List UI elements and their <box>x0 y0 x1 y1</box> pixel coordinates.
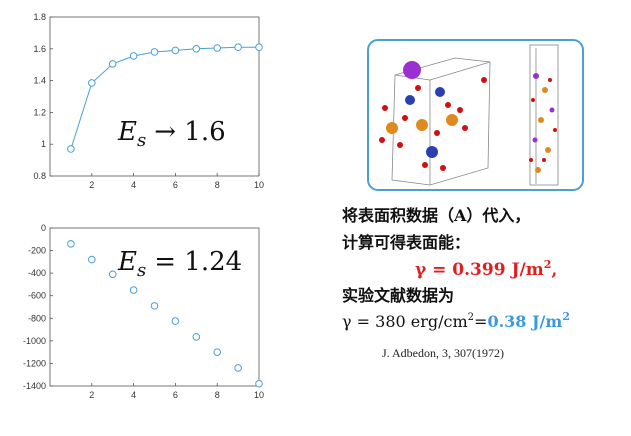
data-point <box>150 48 159 56</box>
x-tick-label: 8 <box>215 390 220 400</box>
y-tick-label: 0 <box>41 223 46 233</box>
data-point <box>213 348 221 356</box>
y-tick-label: -1400 <box>23 381 46 391</box>
literature: γ = 380 erg/cm2=0.38 J/m2 <box>342 310 570 331</box>
data-point <box>88 79 96 87</box>
data-point <box>67 145 75 153</box>
y-tick-label: 1.6 <box>33 44 46 54</box>
y-tick-label: 0.8 <box>33 171 46 181</box>
x-tick-label: 6 <box>173 390 178 400</box>
y-tick-label: -600 <box>28 291 46 301</box>
citation: J. Adbedon, 3, 307(1972) <box>382 346 504 360</box>
data-point <box>255 379 263 388</box>
annotation-text: = 1.24 <box>154 247 242 277</box>
data-point <box>108 60 117 68</box>
y-tick-label: 1 <box>41 139 46 149</box>
data-point <box>88 255 96 264</box>
x-tick-label: 8 <box>215 180 220 190</box>
x-tick-label: 10 <box>254 180 264 190</box>
data-point <box>192 333 201 341</box>
annotation-text: → 1.6 <box>154 117 225 147</box>
x-tick-label: 2 <box>89 390 94 400</box>
result-text: γ = 0.399 J/m <box>415 260 544 280</box>
y-tick-label: 1.8 <box>33 12 46 22</box>
data-point <box>129 286 138 294</box>
x-tick-label: 6 <box>173 180 178 190</box>
result-text: , <box>551 260 557 280</box>
y-tick-label: 1.4 <box>33 76 46 86</box>
data-point <box>129 52 138 60</box>
annotation-subscript: s <box>137 130 146 151</box>
annotation-subscript: s <box>137 260 146 281</box>
superscript: 2 <box>468 312 474 323</box>
data-point <box>234 43 242 52</box>
data-point <box>171 46 180 55</box>
x-tick-label: 10 <box>254 390 264 400</box>
data-point <box>255 43 263 52</box>
plot-frame <box>49 16 260 177</box>
text-line: 计算可得表面能： <box>342 233 470 252</box>
annotation-symbol: E <box>117 117 137 147</box>
superscript: 2 <box>562 310 570 323</box>
data-point <box>108 270 117 279</box>
superscript: 2 <box>544 258 552 271</box>
y-tick-label: 1.2 <box>33 107 46 117</box>
x-tick-label: 2 <box>89 180 94 190</box>
text-line: 将表面积数据（A）代入， <box>342 206 530 225</box>
data-point <box>67 240 75 248</box>
data-line <box>70 46 259 150</box>
x-tick-label: 4 <box>131 390 136 400</box>
annotation: Es → 1.6 <box>117 117 226 151</box>
text-line: 实验文献数据为 <box>342 286 454 305</box>
x-tick-label: 4 <box>131 180 136 190</box>
data-point <box>150 302 159 310</box>
plot-frame <box>49 227 260 387</box>
crystal-image <box>367 39 584 191</box>
data-point <box>234 364 242 372</box>
y-tick-label: -400 <box>28 268 46 278</box>
annotation: Es = 1.24 <box>117 247 242 281</box>
data-point <box>171 317 180 325</box>
y-tick-label: -1000 <box>23 336 46 346</box>
literature-text: γ = 380 erg/cm <box>342 312 468 331</box>
data-point <box>213 44 221 52</box>
data-point <box>192 45 201 53</box>
y-tick-label: -1200 <box>23 358 46 368</box>
result: γ = 0.399 J/m2, <box>415 258 557 280</box>
literature-value: 0.38 J/m <box>487 312 562 331</box>
annotation-symbol: E <box>117 247 137 277</box>
y-tick-label: -800 <box>28 313 46 323</box>
y-tick-label: -200 <box>28 246 46 256</box>
literature-text: = <box>474 312 487 331</box>
